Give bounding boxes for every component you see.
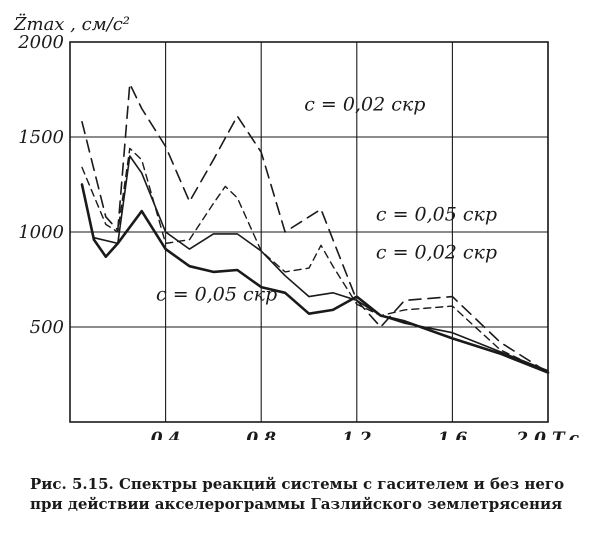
x-tick-label: 2,0 xyxy=(515,429,546,440)
series-line-2 xyxy=(81,155,549,372)
x-tick-label: 1,2 xyxy=(342,429,372,440)
y-tick-label: 1000 xyxy=(18,222,64,243)
y-axis-title: Z̈max , см/с² xyxy=(13,13,130,35)
curve-annotation: c = 0,02 cкр xyxy=(304,93,425,115)
response-spectra-chart: 500 1000 1500 2000 0,4 0,8 1,2 1,6 2,0 T,c c = 0,… xyxy=(13,13,580,440)
curve-annotations: c = 0,02 cкр c = 0,05 cкр c = 0,02 cкр c = … xyxy=(156,93,497,305)
curve-annotation: c = 0,05 cкр xyxy=(156,283,277,305)
x-axis-title: T,c xyxy=(552,429,580,440)
y-tick-label: 1500 xyxy=(18,127,64,148)
series-line-0 xyxy=(81,83,549,374)
series-lines xyxy=(80,83,550,374)
figure-caption: Рис. 5.15. Спектры реакций системы с гас… xyxy=(30,475,565,513)
y-tick-label: 2000 xyxy=(17,32,64,53)
x-tick-label: 1,6 xyxy=(438,429,468,440)
series-line-3 xyxy=(80,183,550,374)
curve-annotation: c = 0,02 cкр xyxy=(376,242,497,264)
y-tick-label: 500 xyxy=(30,317,64,338)
x-tick-label: 0,8 xyxy=(246,429,276,440)
x-tick-label: 0,4 xyxy=(151,429,181,440)
curve-annotation: c = 0,05 cкр xyxy=(376,204,497,226)
grid xyxy=(69,41,549,423)
tick-labels: 500 1000 1500 2000 0,4 0,8 1,2 1,6 2,0 T,c xyxy=(17,32,580,440)
